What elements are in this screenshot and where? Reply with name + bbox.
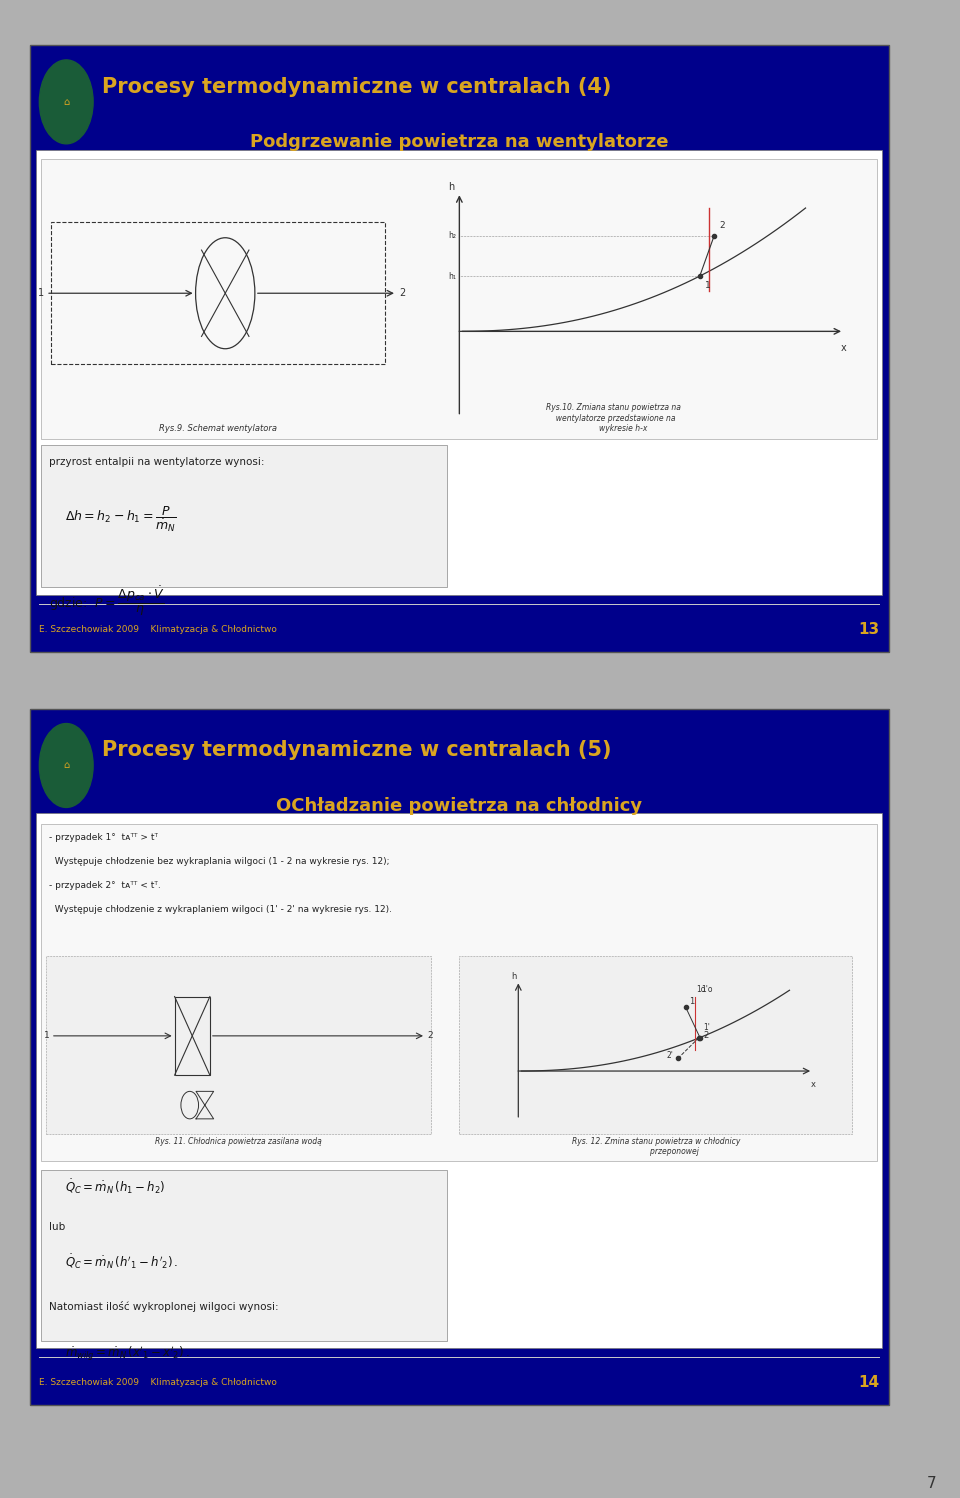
Text: Rys.10. Zmiana stanu powietrza na
  wentylatorze przedstawione na
        wykres: Rys.10. Zmiana stanu powietrza na wentyl… (546, 403, 681, 433)
FancyBboxPatch shape (36, 813, 882, 1348)
Text: 14: 14 (858, 1375, 879, 1390)
Text: lub: lub (49, 1222, 65, 1231)
Text: Natomiast ilość wykroplonej wilgoci wynosi:: Natomiast ilość wykroplonej wilgoci wyno… (49, 1302, 278, 1312)
Text: Rys. 11. Chłodnica powietrza zasilana wodą: Rys. 11. Chłodnica powietrza zasilana wo… (155, 1137, 322, 1146)
Text: E. Szczechowiak 2009    Klimatyzacja & Chłodnictwo: E. Szczechowiak 2009 Klimatyzacja & Chło… (39, 625, 277, 634)
Text: Występuje chłodzenie z wykraplaniem wilgoci (1' - 2' na wykresie rys. 12).: Występuje chłodzenie z wykraplaniem wilg… (49, 905, 392, 914)
Text: 2: 2 (398, 288, 405, 298)
Text: Procesy termodynamiczne w centralach (4): Procesy termodynamiczne w centralach (4) (102, 76, 612, 97)
Text: Rys. 12. Zmina stanu powietrza w chłodnicy
                przeponowej: Rys. 12. Zmina stanu powietrza w chłodni… (571, 1137, 740, 1156)
Text: Podgrzewanie powietrza na wentylatorze: Podgrzewanie powietrza na wentylatorze (251, 133, 668, 151)
Text: 2: 2 (428, 1031, 434, 1040)
Text: - przypadek 2°  tᴀᵀᵀ < tᵀ.: - przypadek 2° tᴀᵀᵀ < tᵀ. (49, 881, 160, 890)
Text: E. Szczechowiak 2009    Klimatyzacja & Chłodnictwo: E. Szczechowiak 2009 Klimatyzacja & Chło… (39, 1378, 277, 1387)
Text: 1': 1' (703, 1023, 709, 1032)
Text: h: h (511, 972, 516, 981)
FancyBboxPatch shape (46, 956, 431, 1134)
FancyBboxPatch shape (36, 150, 882, 595)
Text: 7: 7 (926, 1476, 936, 1491)
Text: h₂: h₂ (448, 231, 457, 240)
Text: ⌂: ⌂ (63, 97, 69, 106)
Text: 1o: 1o (696, 984, 706, 993)
Text: $\dot{Q}_C = \dot{m}_N\,(h'_1 - h'_2)\,.$: $\dot{Q}_C = \dot{m}_N\,(h'_1 - h'_2)\,.… (65, 1252, 179, 1270)
Text: 1: 1 (689, 998, 695, 1007)
Text: OChładzanie powietrza na chłodnicy: OChładzanie powietrza na chłodnicy (276, 797, 642, 815)
Text: h₁: h₁ (448, 271, 457, 280)
Text: 2: 2 (719, 222, 725, 231)
Text: - przypadek 1°  tᴀᵀᵀ > tᵀ: - przypadek 1° tᴀᵀᵀ > tᵀ (49, 833, 158, 842)
Text: Występuje chłodzenie bez wykraplania wilgoci (1 - 2 na wykresie rys. 12);: Występuje chłodzenie bez wykraplania wil… (49, 857, 390, 866)
Text: $\dot{m}_{wilg} = \dot{m}_N\,(x'_1 - x'_2)\,.$: $\dot{m}_{wilg} = \dot{m}_N\,(x'_1 - x'_… (65, 1345, 190, 1363)
FancyBboxPatch shape (459, 956, 852, 1134)
Text: ⌂: ⌂ (63, 761, 69, 770)
Text: 2: 2 (704, 1031, 709, 1040)
Text: przyrost entalpii na wentylatorze wynosi:: przyrost entalpii na wentylatorze wynosi… (49, 457, 264, 467)
Text: 1'o: 1'o (701, 984, 712, 993)
Text: 1: 1 (44, 1031, 50, 1040)
FancyBboxPatch shape (41, 159, 877, 439)
Text: $\Delta h = h_2 - h_1 = \dfrac{P}{\dot{m}_N}$: $\Delta h = h_2 - h_1 = \dfrac{P}{\dot{m… (65, 505, 177, 535)
FancyBboxPatch shape (41, 824, 877, 1161)
Text: 1: 1 (38, 288, 44, 298)
Text: Procesy termodynamiczne w centralach (5): Procesy termodynamiczne w centralach (5) (102, 740, 612, 761)
Text: 1: 1 (705, 282, 710, 291)
Circle shape (39, 724, 93, 807)
FancyBboxPatch shape (30, 45, 889, 652)
FancyBboxPatch shape (41, 445, 447, 587)
Text: 13: 13 (858, 622, 879, 637)
Text: 2': 2' (666, 1052, 673, 1061)
Text: $\dot{Q}_C = \dot{m}_N\,(h_1 - h_2)$: $\dot{Q}_C = \dot{m}_N\,(h_1 - h_2)$ (65, 1177, 166, 1195)
Text: gdzie:  $P = \dfrac{\Delta p_{ca} \cdot \dot{V}}{\eta}$: gdzie: $P = \dfrac{\Delta p_{ca} \cdot \… (49, 584, 165, 617)
Text: Rys.9. Schemat wentylatora: Rys.9. Schemat wentylatora (159, 424, 277, 433)
Text: x: x (841, 343, 847, 354)
FancyBboxPatch shape (30, 709, 889, 1405)
Text: x: x (810, 1080, 816, 1089)
FancyBboxPatch shape (41, 1170, 447, 1341)
Text: h: h (448, 183, 455, 192)
Circle shape (39, 60, 93, 144)
